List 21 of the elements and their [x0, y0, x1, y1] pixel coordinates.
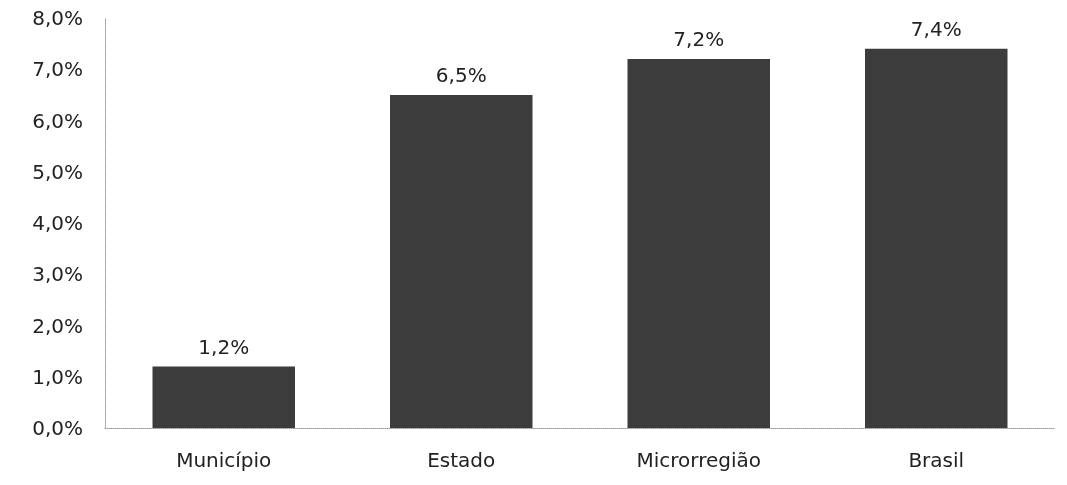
y-tick-label: 7,0%	[32, 57, 83, 82]
x-tick-label: Estado	[427, 448, 496, 472]
y-tick-label: 0,0%	[32, 416, 83, 440]
y-tick-label: 4,0%	[32, 211, 83, 235]
y-tick-label: 3,0%	[32, 262, 83, 287]
data-label: 1,2%	[198, 334, 250, 359]
x-tick-label: Município	[176, 448, 272, 472]
data-label: 6,5%	[435, 62, 487, 87]
bar	[865, 48, 1008, 428]
data-label: 7,4%	[910, 16, 962, 41]
y-tick-label: 2,0%	[32, 313, 83, 338]
y-tick-label: 8,0%	[32, 6, 83, 30]
y-tick-label: 1,0%	[32, 364, 83, 389]
bar	[627, 59, 770, 428]
x-tick-label: Brasil	[908, 448, 965, 472]
bar	[390, 94, 533, 428]
x-tick-label: Microrregião	[636, 448, 762, 472]
y-tick-label: 5,0%	[32, 159, 83, 184]
y-tick-label: 6,0%	[32, 108, 83, 133]
data-label: 7,2%	[673, 27, 725, 51]
bar	[152, 366, 295, 428]
